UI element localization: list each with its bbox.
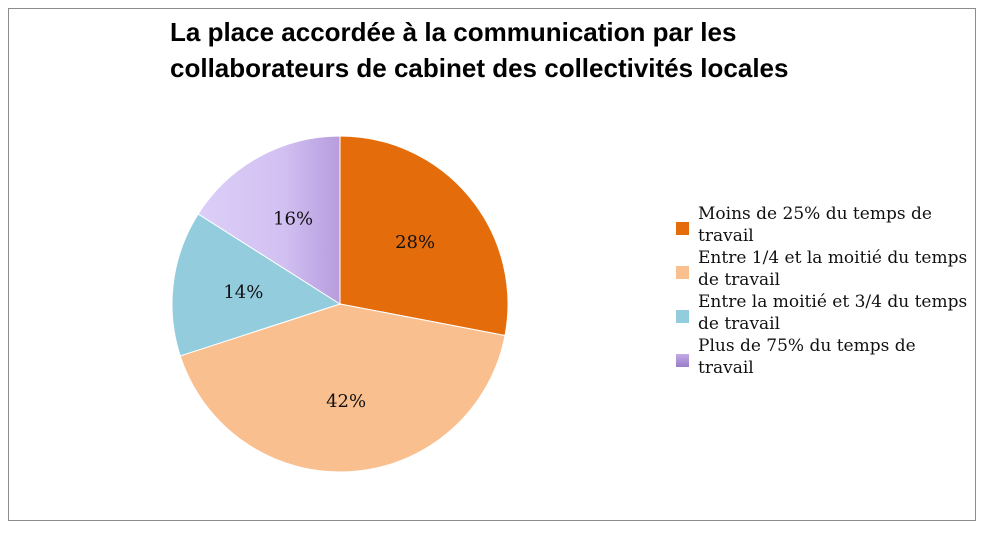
data-label: 16% bbox=[273, 209, 313, 230]
chart-title-line-1: La place accordée à la communication par… bbox=[170, 17, 737, 47]
legend-swatch bbox=[676, 266, 689, 279]
legend-label: Plus de 75% du temps de travail bbox=[698, 336, 916, 378]
chart-title: La place accordée à la communication par… bbox=[170, 14, 870, 86]
legend-label: Entre la moitié et 3/4 du temps de trava… bbox=[698, 292, 968, 334]
legend: Moins de 25% du temps de travail Entre 1/… bbox=[676, 203, 976, 379]
legend-swatch bbox=[676, 354, 689, 367]
pie-slice bbox=[339, 135, 509, 337]
legend-item: Entre la moitié et 3/4 du temps de trava… bbox=[676, 291, 976, 335]
legend-label: Moins de 25% du temps de travail bbox=[698, 204, 932, 246]
pie-slice bbox=[171, 213, 342, 357]
legend-swatch bbox=[676, 310, 689, 323]
legend-label: Entre 1/4 et la moitié du temps de trava… bbox=[698, 248, 968, 290]
legend-swatch bbox=[676, 222, 689, 235]
legend-item: Moins de 25% du temps de travail bbox=[676, 203, 976, 247]
pie-slice bbox=[179, 303, 506, 473]
pie-slice bbox=[197, 135, 341, 305]
data-label: 42% bbox=[326, 391, 366, 412]
chart-title-line-2: collaborateurs de cabinet des collectivi… bbox=[170, 53, 789, 83]
data-label: 28% bbox=[395, 232, 435, 253]
legend-item: Plus de 75% du temps de travail bbox=[676, 335, 976, 379]
data-label: 14% bbox=[223, 282, 263, 303]
legend-item: Entre 1/4 et la moitié du temps de trava… bbox=[676, 247, 976, 291]
